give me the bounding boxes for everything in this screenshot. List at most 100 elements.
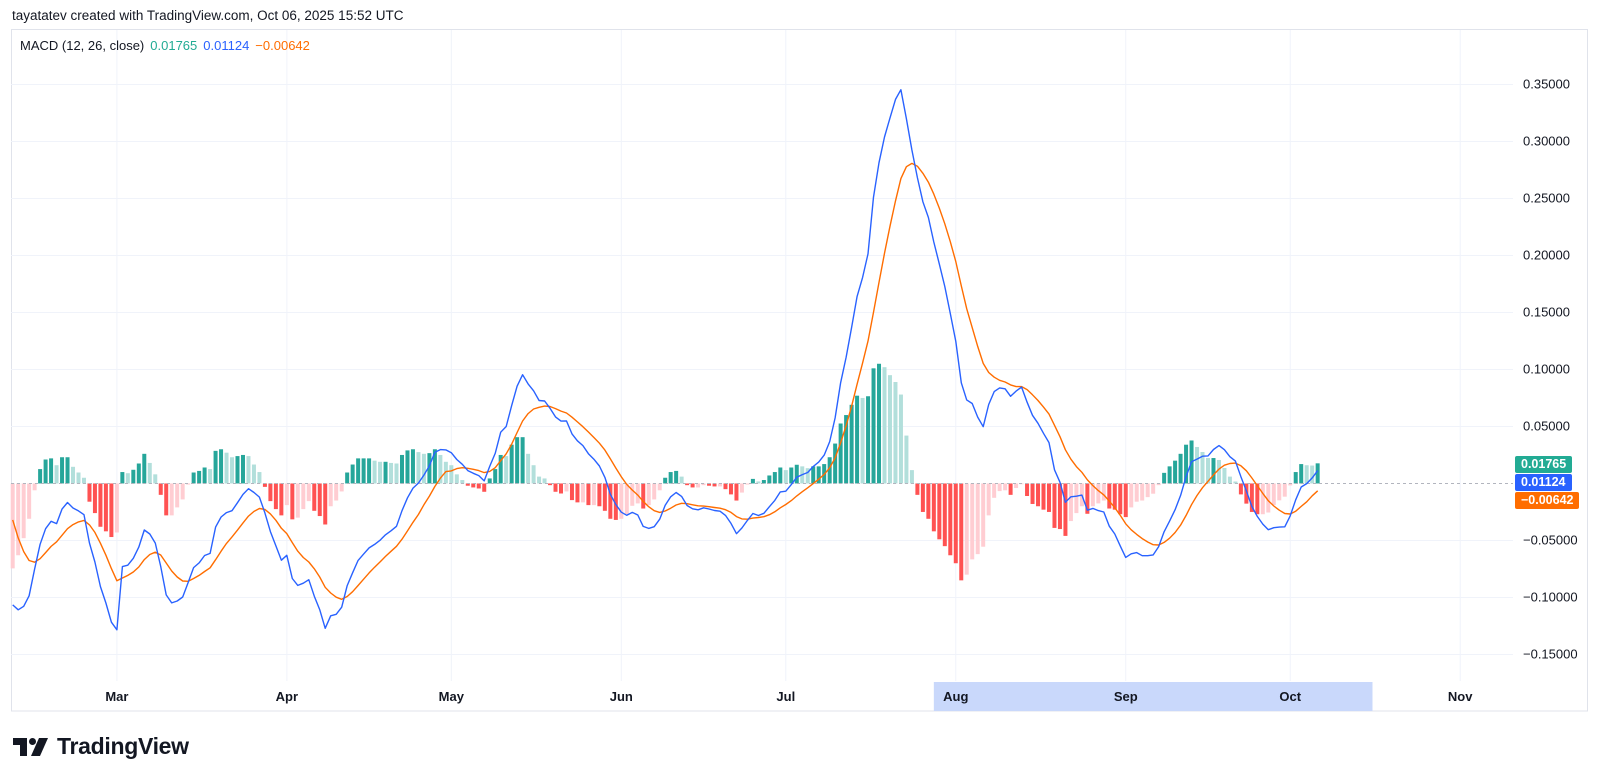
histogram-bar [1003, 483, 1008, 491]
histogram-bar [410, 449, 415, 484]
histogram-bar [482, 483, 487, 492]
histogram-bar [389, 462, 394, 484]
histogram-bar [1140, 483, 1145, 501]
y-axis-tick-label: 0.20000 [1523, 247, 1570, 263]
tradingview-logo[interactable]: TradingView [13, 733, 189, 760]
histogram-bar [92, 483, 97, 514]
histogram-bar [641, 483, 646, 509]
histogram-bar [531, 465, 536, 484]
histogram-bar [789, 467, 794, 484]
histogram-bar [537, 476, 542, 484]
histogram-bar [1046, 483, 1051, 512]
histogram-bar [679, 476, 684, 484]
histogram-bar [1118, 483, 1123, 515]
histogram-bar [1167, 466, 1172, 484]
histogram-bar [1036, 483, 1041, 507]
histogram-bar [169, 483, 174, 516]
histogram-bar [295, 483, 300, 518]
histogram-bar [394, 463, 399, 484]
histogram-bar [1184, 444, 1189, 484]
histogram-bar [1112, 483, 1117, 510]
legend-macd-value: 0.01124 [203, 38, 250, 53]
histogram-bar [202, 467, 207, 484]
histogram-bar [1238, 483, 1243, 495]
histogram-bar [1299, 464, 1304, 484]
histogram-bar [54, 465, 59, 484]
histogram-bar [125, 473, 130, 484]
histogram-bar [1129, 483, 1134, 508]
histogram-bar [1107, 483, 1112, 509]
histogram-bar [246, 456, 251, 484]
histogram-bar [1195, 446, 1200, 484]
histogram-bar [279, 483, 284, 516]
histogram-bar [646, 483, 651, 506]
histogram-bar [1282, 483, 1287, 497]
histogram-bar [1227, 476, 1232, 484]
histogram-bar [147, 462, 152, 484]
histogram-bar [471, 483, 476, 488]
histogram-bar [1304, 465, 1309, 484]
histogram-bar [454, 474, 459, 484]
histogram-bar [416, 452, 421, 484]
histogram-bar [317, 483, 322, 517]
histogram-bar [1200, 451, 1205, 484]
histogram-bar [915, 483, 920, 495]
histogram-bar [750, 478, 755, 484]
histogram-bar [356, 458, 361, 484]
histogram-bar [65, 457, 70, 484]
histogram-bar [904, 435, 909, 484]
y-axis-tick-label: −0.15000 [1523, 646, 1578, 662]
y-axis-tick-label: 0.15000 [1523, 304, 1570, 320]
histogram-bar [833, 443, 838, 484]
histogram-bar [559, 483, 563, 494]
tradingview-logo-icon [13, 737, 48, 756]
histogram-bar [460, 480, 465, 484]
histogram-bar [542, 478, 547, 484]
histogram-bar [1052, 483, 1057, 528]
histogram-bar [948, 483, 953, 556]
histogram-bar [1288, 483, 1293, 486]
histogram-bar [893, 382, 898, 484]
histogram-bar [1205, 458, 1210, 484]
histogram-bar [372, 460, 377, 484]
histogram-bar [569, 483, 574, 501]
histogram-bar [323, 483, 328, 525]
histogram-bar [476, 483, 481, 489]
histogram-bar [866, 396, 871, 484]
histogram-bar [1249, 483, 1254, 512]
histogram-bar [421, 453, 426, 484]
histogram-bar [986, 483, 991, 516]
indicator-name: MACD (12, 26, close) [20, 38, 145, 53]
histogram-bar [619, 483, 624, 519]
chart-attribution: tayatatev created with TradingView.com, … [12, 8, 404, 23]
histogram-bar [1222, 467, 1227, 484]
histogram-bar [328, 483, 333, 507]
histogram-bar [1008, 483, 1013, 495]
y-axis-tick-label: 0.35000 [1523, 76, 1570, 92]
histogram-bar [98, 483, 103, 527]
legend-signal-value: −0.00642 [255, 38, 310, 53]
histogram-bar [76, 472, 81, 484]
histogram-bar [312, 483, 317, 511]
histogram-bar [844, 415, 849, 484]
legend-histogram-value: 0.01765 [150, 38, 198, 53]
indicator-legend[interactable]: MACD (12, 26, close) 0.01765 0.01124 −0.… [20, 38, 310, 53]
histogram-bar [794, 464, 799, 484]
histogram-bar [926, 483, 931, 519]
x-axis-tick-label: Jul [776, 689, 796, 704]
histogram-bar [685, 483, 690, 486]
histogram-bar [120, 472, 125, 484]
x-axis-tick-label: Jun [609, 689, 633, 704]
histogram-bar [992, 483, 997, 498]
histogram-bar [361, 458, 366, 484]
histogram-bar [197, 470, 202, 484]
histogram-bar [399, 454, 404, 484]
histogram-bar [838, 423, 843, 484]
histogram-bar [613, 483, 618, 520]
histogram-bar [153, 474, 158, 484]
histogram-bar [624, 483, 629, 515]
histogram-bar [953, 483, 958, 564]
histogram-bar [498, 454, 503, 484]
histogram-bar [268, 483, 273, 502]
